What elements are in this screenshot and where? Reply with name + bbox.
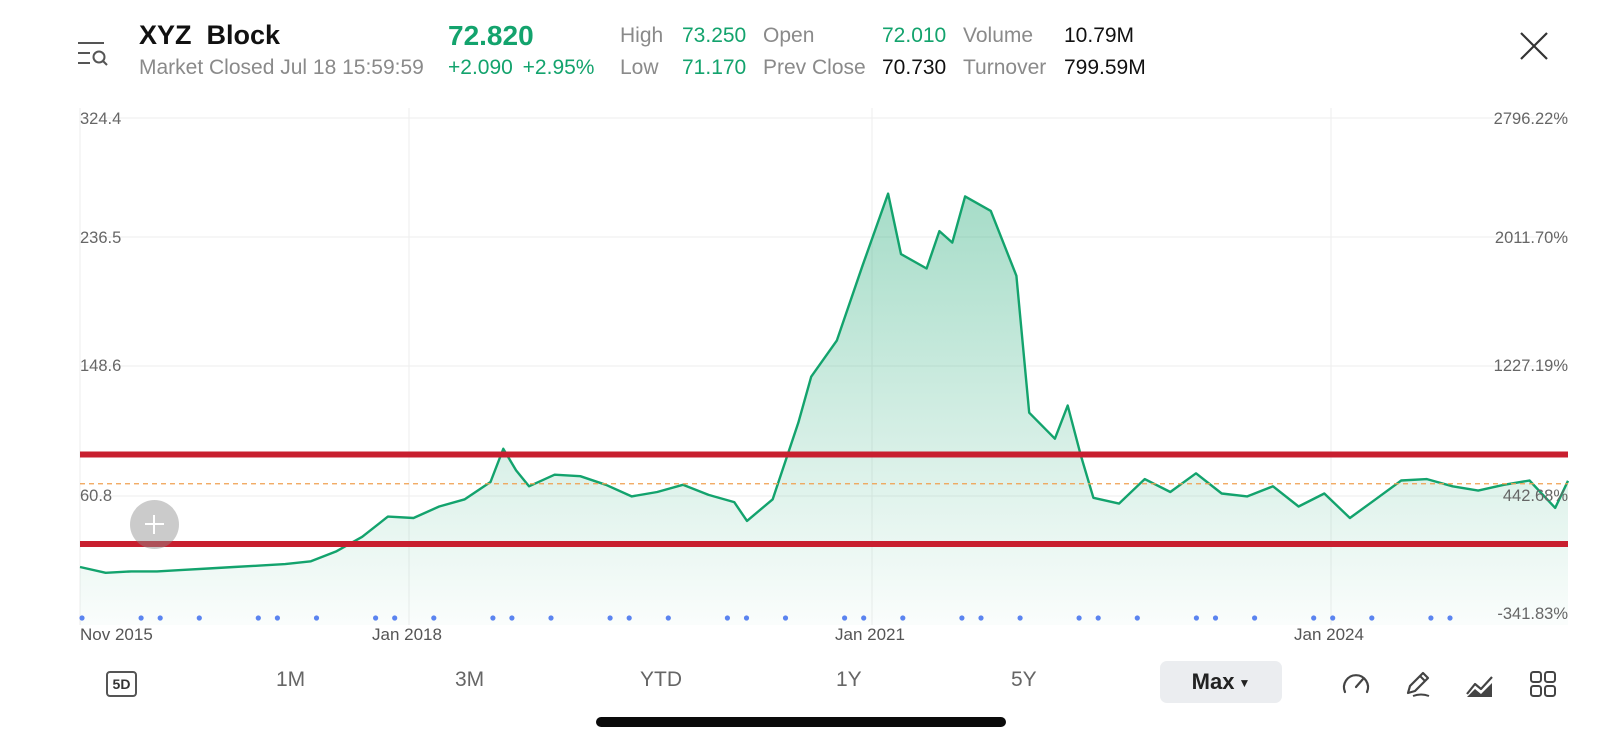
y-tick-right-3: 442.68% (1502, 487, 1568, 505)
pen-icon[interactable] (1401, 668, 1433, 700)
event-marker-dot[interactable] (1212, 615, 1219, 621)
event-marker-dot[interactable] (782, 615, 789, 621)
menu-search-icon[interactable] (76, 40, 110, 70)
turnover-label: Turnover (963, 56, 1047, 79)
home-indicator (596, 717, 1006, 727)
volume-value: 10.79M (1064, 24, 1135, 47)
x-tick-3: Jan 2024 (1294, 625, 1364, 644)
event-marker-dot[interactable] (255, 615, 261, 621)
event-marker-dot[interactable] (509, 615, 515, 621)
event-marker-dot[interactable] (1095, 615, 1101, 621)
event-marker-dot[interactable] (157, 615, 163, 621)
event-marker-dot[interactable] (313, 615, 320, 621)
event-marker-dot[interactable] (1311, 615, 1317, 621)
y-tick-right-2: 1227.19% (1493, 357, 1568, 375)
event-marker-dot[interactable] (1447, 615, 1453, 621)
event-marker-dot[interactable] (978, 615, 984, 621)
event-marker-dot[interactable] (607, 615, 613, 621)
event-marker-dot[interactable] (1252, 615, 1258, 621)
event-marker-dot[interactable] (490, 615, 496, 621)
tab-1y[interactable]: 1Y (836, 668, 862, 691)
stock-name: Block (206, 20, 281, 50)
tab-ytd[interactable]: YTD (640, 668, 682, 691)
chart-type-icon[interactable] (1464, 668, 1496, 700)
y-tick-left-3: 60.8 (80, 487, 113, 505)
grid-icon[interactable] (1527, 668, 1559, 700)
x-tick-2: Jan 2021 (835, 625, 905, 644)
volume-label: Volume (963, 24, 1034, 47)
price-change: +2.090 +2.95% (448, 56, 594, 80)
open-value: 72.010 (882, 24, 947, 47)
event-marker-dot[interactable] (1076, 615, 1082, 621)
event-marker-dot[interactable] (548, 615, 554, 621)
event-marker-dot[interactable] (665, 615, 671, 621)
y-tick-left-1: 236.5 (80, 229, 122, 247)
prev-close-value: 70.730 (882, 56, 947, 79)
event-marker-dot[interactable] (274, 615, 280, 621)
high-value: 73.250 (682, 24, 747, 47)
event-marker-dot[interactable] (861, 615, 867, 621)
stock-title: XYZ Block (139, 20, 280, 51)
high-label: High (620, 24, 664, 47)
x-tick-0: Nov 2015 (80, 625, 153, 644)
tab-3m[interactable]: 3M (455, 668, 485, 691)
tab-5y[interactable]: 5Y (1011, 668, 1037, 691)
last-price: 72.820 (448, 20, 534, 51)
event-marker-dot[interactable] (1330, 615, 1336, 621)
event-marker-dot[interactable] (392, 615, 398, 621)
event-marker-dot[interactable] (724, 615, 731, 621)
event-marker-dot[interactable] (373, 615, 379, 621)
event-marker-dot[interactable] (1193, 615, 1199, 621)
y-tick-left-2: 148.6 (80, 357, 122, 375)
event-marker-dot[interactable] (138, 615, 144, 621)
open-label: Open (763, 24, 815, 47)
crosshair-add-button[interactable] (130, 500, 179, 549)
event-marker-dot[interactable] (959, 615, 965, 621)
prev-close-label: Prev Close (763, 56, 866, 79)
event-marker-dot[interactable] (1369, 615, 1375, 621)
speedometer-icon[interactable] (1340, 668, 1372, 700)
x-tick-1: Jan 2018 (372, 625, 442, 644)
event-marker-dot[interactable] (1134, 615, 1140, 621)
event-marker-dot[interactable] (743, 615, 750, 621)
price-line (79, 192, 1570, 574)
y-tick-right-0: 2796.22% (1493, 110, 1568, 128)
y-tick-right-1: 2011.70% (1494, 229, 1568, 247)
tab-max[interactable]: Max ▼ (1160, 661, 1282, 703)
market-status: Market Closed Jul 18 15:59:59 (139, 56, 424, 79)
tab-5d[interactable]: 5D (106, 671, 137, 697)
low-value: 71.170 (682, 56, 747, 79)
y-tick-right-4: -341.83% (1497, 605, 1568, 623)
y-tick-left-0: 324.4 (80, 110, 122, 128)
event-marker-dot[interactable] (842, 615, 848, 621)
tab-max-label: Max (1191, 669, 1235, 694)
change-value: +2.090 (448, 56, 513, 79)
chevron-down-icon: ▼ (1238, 676, 1251, 690)
tab-1m[interactable]: 1M (276, 668, 306, 691)
close-icon[interactable] (1518, 30, 1550, 62)
event-marker-dot[interactable] (900, 615, 906, 621)
event-marker-dot[interactable] (1428, 615, 1434, 621)
event-marker-dot[interactable] (431, 615, 437, 621)
event-marker-dot[interactable] (1017, 615, 1023, 621)
price-area (80, 193, 1568, 625)
event-marker-dot[interactable] (196, 615, 202, 621)
turnover-value: 799.59M (1064, 56, 1146, 79)
event-marker-dot[interactable] (79, 615, 85, 621)
change-percent: +2.95% (522, 56, 595, 79)
low-label: Low (620, 56, 659, 79)
stock-symbol: XYZ (139, 20, 192, 50)
event-marker-dot[interactable] (626, 615, 632, 621)
